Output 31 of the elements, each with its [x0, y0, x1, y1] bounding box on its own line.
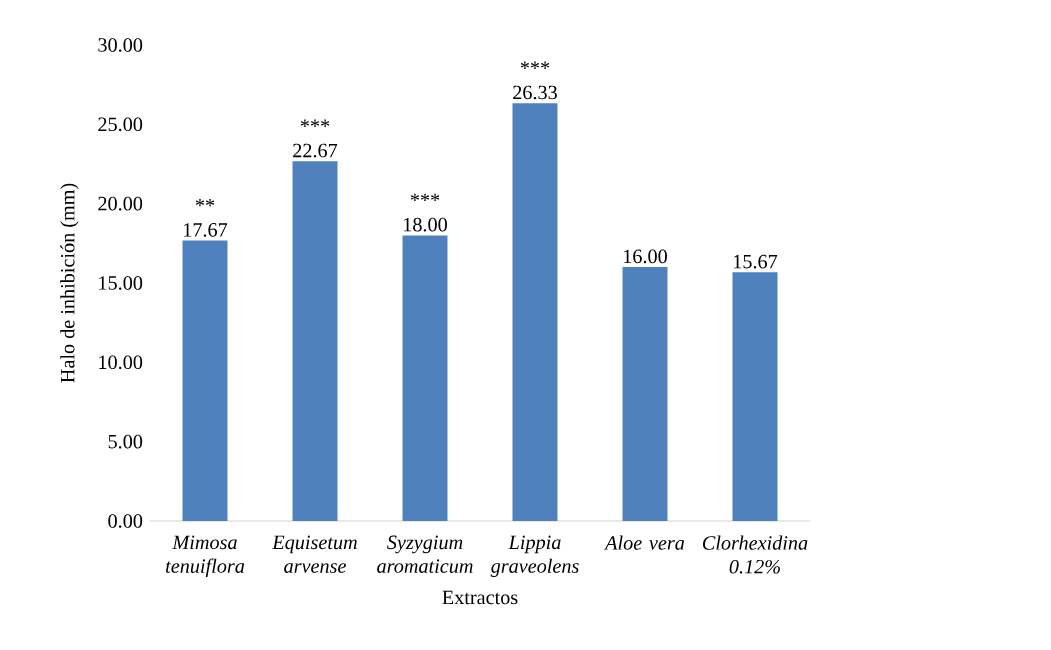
annotation: ** — [195, 198, 215, 207]
x-tick-label: Syzygium aromaticum — [377, 535, 473, 573]
x-tick-label: Equisetum arvense — [272, 535, 357, 573]
y-tick-label: 5.00 — [108, 434, 143, 449]
y-tick-label: 15.00 — [99, 276, 143, 290]
annotation: *** — [520, 61, 550, 69]
data-label: 16.00 — [624, 249, 667, 264]
data-label: 18.00 — [404, 217, 447, 232]
data-label: 15.67 — [734, 254, 778, 269]
data-label: 26.33 — [513, 85, 557, 100]
bar — [512, 103, 558, 521]
bar — [732, 272, 778, 521]
annotation: *** — [300, 119, 330, 128]
y-tick-label: 20.00 — [98, 196, 143, 211]
x-tick-label: Aloe vera — [604, 535, 685, 550]
bar — [292, 161, 338, 521]
x-tick-label: Clorhexidina 0.12% — [702, 535, 808, 574]
bar — [622, 267, 668, 521]
y-tick-label: 10.00 — [99, 355, 143, 370]
bar — [182, 240, 228, 521]
bar — [402, 235, 448, 521]
y-tick-label: 30.00 — [98, 38, 143, 52]
data-label: 22.67 — [293, 143, 338, 158]
y-axis-title: Halo de inhibición (mm) — [60, 183, 79, 383]
x-tick-label: Mimosa tenuiflora — [166, 535, 245, 577]
annotation: *** — [410, 193, 440, 202]
x-tick-label: Lippia graveolens — [490, 535, 579, 577]
data-label: 17.67 — [184, 223, 228, 237]
x-axis-title: Extractos — [442, 590, 518, 605]
y-tick-label: 25.00 — [98, 117, 143, 132]
y-tick-label: 0.00 — [108, 514, 143, 528]
